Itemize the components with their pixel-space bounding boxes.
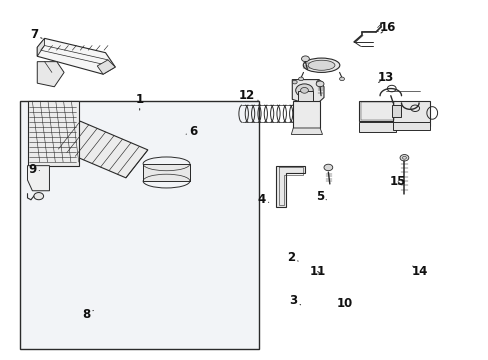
Circle shape [399,154,408,161]
Text: 13: 13 [377,71,393,84]
Text: 12: 12 [238,89,258,102]
Text: 14: 14 [411,265,427,278]
Text: 16: 16 [379,21,396,34]
Text: 4: 4 [257,193,268,206]
Circle shape [298,77,303,81]
Bar [358,101,395,121]
Circle shape [316,80,321,84]
Polygon shape [37,62,64,87]
Bar [143,164,189,181]
Polygon shape [37,39,44,56]
Circle shape [34,193,43,200]
Circle shape [300,87,308,93]
Circle shape [295,84,313,97]
Bar [298,91,312,101]
Circle shape [339,77,344,81]
Circle shape [324,164,332,171]
Text: 8: 8 [81,308,93,321]
Circle shape [301,56,309,62]
Text: 6: 6 [186,125,197,138]
Ellipse shape [303,58,339,72]
Circle shape [316,81,324,87]
Polygon shape [292,80,324,107]
Text: 5: 5 [315,190,326,203]
Bar [358,122,395,132]
Polygon shape [276,166,305,207]
Polygon shape [27,101,79,166]
Bar [391,105,400,117]
Polygon shape [97,60,115,74]
Text: 2: 2 [286,251,298,264]
Bar [392,122,429,130]
Bar [20,101,259,348]
Text: 15: 15 [389,175,406,188]
Text: 10: 10 [336,297,352,310]
Text: 3: 3 [288,294,300,307]
Text: 11: 11 [309,265,325,278]
Polygon shape [37,39,115,74]
Bar [293,101,320,128]
Bar [360,102,393,120]
Polygon shape [27,166,49,191]
Polygon shape [291,128,322,134]
Polygon shape [58,121,147,178]
Circle shape [292,80,297,84]
Bar [392,101,429,126]
Ellipse shape [307,60,334,70]
Text: 7: 7 [30,28,42,41]
Text: 9: 9 [28,163,40,176]
Text: 1: 1 [135,93,143,110]
